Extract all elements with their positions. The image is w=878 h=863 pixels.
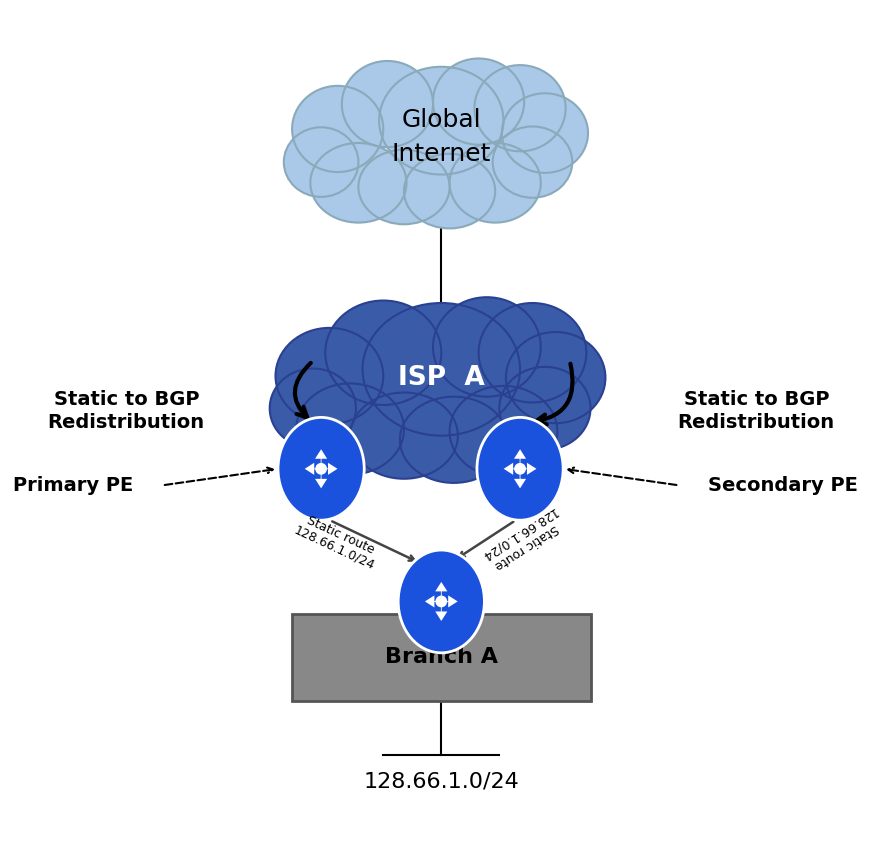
- Ellipse shape: [362, 303, 520, 436]
- Ellipse shape: [477, 418, 563, 520]
- FancyArrow shape: [503, 463, 516, 475]
- Text: Branch A: Branch A: [385, 647, 497, 667]
- Text: Secondary PE: Secondary PE: [708, 476, 857, 494]
- Ellipse shape: [474, 65, 565, 151]
- FancyArrow shape: [305, 463, 317, 475]
- FancyArrow shape: [435, 606, 447, 621]
- FancyArrow shape: [314, 473, 327, 488]
- Ellipse shape: [449, 386, 557, 477]
- FancyBboxPatch shape: [291, 614, 590, 701]
- Ellipse shape: [433, 59, 523, 145]
- Ellipse shape: [506, 332, 605, 423]
- Ellipse shape: [270, 369, 356, 448]
- Text: Static to BGP
Redistribution: Static to BGP Redistribution: [677, 389, 834, 432]
- Ellipse shape: [349, 393, 457, 479]
- Ellipse shape: [478, 303, 586, 402]
- Ellipse shape: [501, 93, 587, 173]
- FancyArrow shape: [424, 595, 437, 608]
- FancyArrow shape: [314, 450, 327, 464]
- Ellipse shape: [378, 66, 503, 174]
- Ellipse shape: [342, 61, 433, 148]
- Text: 128.66.1.0/24: 128.66.1.0/24: [363, 772, 519, 791]
- Circle shape: [515, 463, 525, 474]
- Ellipse shape: [296, 383, 404, 475]
- Ellipse shape: [404, 154, 494, 229]
- Text: Static route
128.66.1.0/24: Static route 128.66.1.0/24: [478, 505, 566, 576]
- Circle shape: [315, 463, 326, 474]
- Ellipse shape: [493, 127, 572, 198]
- FancyArrow shape: [514, 473, 526, 488]
- FancyArrow shape: [435, 582, 447, 597]
- Text: Primary PE: Primary PE: [12, 476, 133, 494]
- Text: Static route
128.66.1.0/24: Static route 128.66.1.0/24: [291, 510, 383, 573]
- Text: Global
Internet: Global Internet: [392, 109, 491, 166]
- Ellipse shape: [284, 127, 358, 197]
- Ellipse shape: [277, 418, 363, 520]
- Ellipse shape: [433, 297, 540, 397]
- Text: ISP  A: ISP A: [398, 365, 484, 391]
- Ellipse shape: [275, 328, 383, 424]
- FancyArrow shape: [514, 450, 526, 464]
- FancyArrow shape: [324, 463, 337, 475]
- Ellipse shape: [310, 143, 406, 223]
- Ellipse shape: [499, 367, 590, 450]
- Circle shape: [435, 596, 446, 607]
- Text: Static to BGP
Redistribution: Static to BGP Redistribution: [47, 389, 205, 432]
- Ellipse shape: [325, 300, 441, 405]
- Ellipse shape: [291, 85, 383, 172]
- Ellipse shape: [449, 143, 540, 223]
- FancyArrow shape: [523, 463, 536, 475]
- Ellipse shape: [399, 397, 507, 483]
- Ellipse shape: [358, 149, 449, 224]
- FancyArrow shape: [444, 595, 457, 608]
- Ellipse shape: [398, 550, 484, 652]
